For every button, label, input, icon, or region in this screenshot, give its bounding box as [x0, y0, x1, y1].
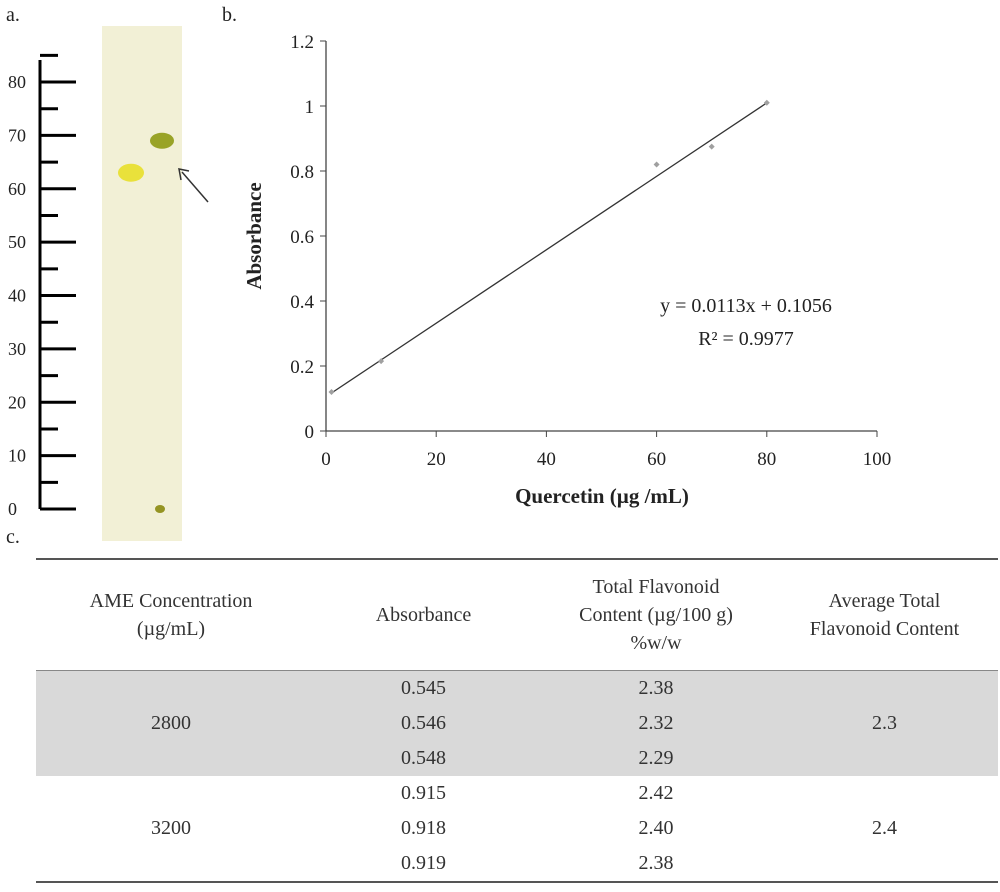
absorbance-cell: 0.915 0.918 0.919	[306, 776, 541, 883]
tlc-plate	[102, 26, 182, 541]
y-tick-label: 1	[305, 97, 315, 118]
panel-c-label: c.	[6, 526, 20, 548]
total-flavonoid-cell: 2.42 2.40 2.38	[541, 776, 771, 883]
tlc-left-spot	[118, 163, 144, 182]
table-header-row: AME Concentration (µg/mL) Absorbance Tot…	[36, 558, 998, 671]
calibration-chart: 0 20 40 60 80 100 0 0.2 0.4 0.6 0.8 1 1.2 y = 0.0113…	[242, 32, 891, 508]
data-point	[653, 161, 660, 168]
chart-axes	[325, 41, 877, 432]
concentration-cell: 2800	[36, 670, 306, 776]
tlc-right-spot	[150, 132, 174, 149]
x-tick-label: 80	[757, 449, 776, 470]
header-total-flavonoid: Total Flavonoid Content (µg/100 g) %w/w	[541, 558, 771, 671]
x-tick-label: 0	[321, 449, 331, 470]
chart-points	[328, 99, 770, 395]
data-point	[378, 358, 385, 365]
trendline	[331, 102, 768, 394]
ruler-label: 50	[8, 232, 26, 252]
regression-equation: y = 0.0113x + 0.1056	[660, 295, 832, 317]
x-axis-title: Quercetin (µg /mL)	[515, 484, 689, 508]
y-tick-label: 0.8	[290, 162, 314, 183]
tlc-figure: 80 70 60 50 40 30 20 10 0	[8, 26, 209, 541]
ruler-label: 20	[8, 392, 26, 412]
header-average-total: Average Total Flavonoid Content	[771, 558, 998, 671]
absorbance-cell: 0.545 0.546 0.548	[306, 670, 541, 776]
y-tick-label: 0.4	[290, 292, 314, 313]
table-row: 2800 0.545 0.546 0.548 2.38 2.32 2.29 2.…	[36, 670, 998, 776]
ruler-label: 30	[8, 339, 26, 359]
y-tick-label: 0.6	[290, 227, 314, 248]
y-tick-label: 0	[305, 422, 315, 443]
data-point	[708, 143, 715, 150]
tlc-spots	[118, 132, 174, 513]
ruler-label: 70	[8, 125, 26, 145]
header-concentration: AME Concentration (µg/mL)	[36, 558, 306, 671]
average-cell: 2.3	[771, 670, 998, 776]
data-point	[763, 99, 770, 106]
ruler-label: 40	[8, 286, 26, 306]
flavonoid-table: AME Concentration (µg/mL) Absorbance Tot…	[36, 558, 998, 883]
table-row: 3200 0.915 0.918 0.919 2.42 2.40 2.38 2.…	[36, 776, 998, 883]
ruler-label: 0	[8, 499, 17, 519]
x-tick-label: 100	[863, 449, 892, 470]
r-squared-label: R² = 0.9977	[698, 328, 794, 350]
x-tick-label: 20	[427, 449, 446, 470]
y-tick-label: 0.2	[290, 357, 314, 378]
panel-b-label: b.	[222, 4, 237, 26]
x-tick-label: 40	[537, 449, 556, 470]
total-flavonoid-cell: 2.38 2.32 2.29	[541, 670, 771, 776]
tlc-origin-spot	[155, 505, 165, 513]
y-tick-label: 1.2	[290, 32, 314, 53]
y-axis-title: Absorbance	[242, 182, 266, 289]
ruler-ticks	[40, 53, 76, 511]
x-tick-label: 60	[647, 449, 666, 470]
panel-a-label: a.	[6, 4, 20, 26]
concentration-cell: 3200	[36, 776, 306, 883]
ruler-labels: 80 70 60 50 40 30 20 10 0	[8, 72, 26, 519]
chart-ticks: 0 20 40 60 80 100 0 0.2 0.4 0.6 0.8 1 1.2	[290, 32, 891, 470]
header-absorbance: Absorbance	[306, 558, 541, 671]
ruler-label: 60	[8, 179, 26, 199]
ruler-label: 80	[8, 72, 26, 92]
arrow-icon	[178, 168, 209, 203]
data-point	[328, 389, 335, 395]
ruler-label: 10	[8, 446, 26, 466]
average-cell: 2.4	[771, 776, 998, 883]
